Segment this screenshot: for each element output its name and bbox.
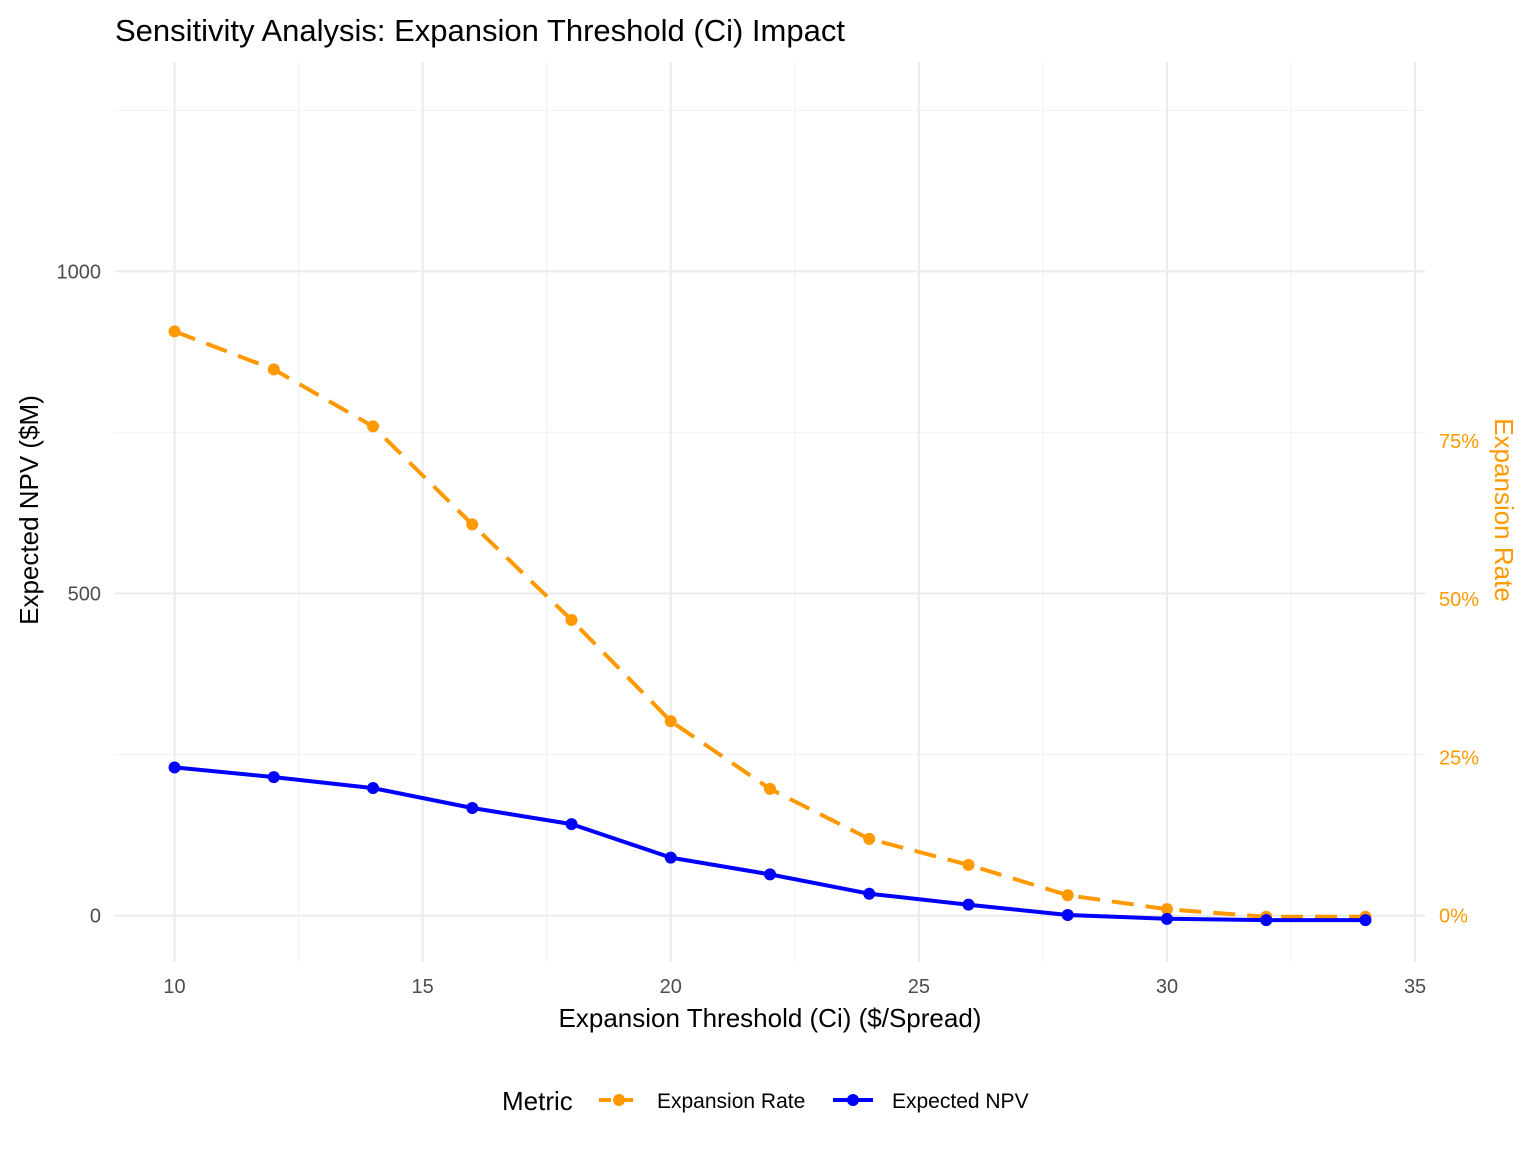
data-point-expected-npv [565,818,578,831]
series-line-expansion-rate [173,329,1366,919]
y2-axis-ticks: 0% 25% 50% 75% [1439,431,1479,928]
data-point-expected-npv [267,771,280,784]
grid-major [115,62,1425,962]
y-tick-label: 1000 [57,261,102,283]
data-point-expected-npv [962,898,975,911]
x-axis-ticks: 10 15 20 25 30 35 [163,976,1426,998]
x-axis-title: Expansion Threshold (Ci) ($/Spread) [559,1003,982,1033]
data-point-expansion-rate [1160,903,1173,916]
data-point-expansion-rate [664,715,677,728]
y-tick-label: 0 [90,906,101,928]
data-point-expected-npv [367,782,380,795]
grid-minor [115,62,1425,962]
y-axis-ticks: 0 500 1000 [57,261,102,927]
data-point-expected-npv [1260,914,1273,927]
data-point-expansion-rate [962,858,975,871]
data-point-expansion-rate [168,325,181,338]
data-point-expected-npv [1061,908,1074,921]
series-expected-npv [168,761,1372,927]
legend-key-point [613,1094,625,1106]
y2-tick-label: 75% [1439,431,1479,453]
y2-tick-label: 0% [1439,905,1468,927]
chart-title: Sensitivity Analysis: Expansion Threshol… [115,13,845,48]
x-tick-label: 25 [908,976,930,998]
data-point-expansion-rate [466,518,479,531]
data-point-expansion-rate [764,782,776,795]
data-point-expansion-rate [367,420,380,433]
series-layer [168,325,1372,927]
data-point-expansion-rate [565,613,578,626]
data-point-expected-npv [764,868,776,881]
y2-tick-label: 25% [1439,747,1479,769]
data-point-expansion-rate [863,832,876,845]
y2-axis-title: Expansion Rate [1489,418,1519,602]
x-tick-label: 10 [163,976,185,998]
data-point-expected-npv [863,887,876,900]
data-point-expansion-rate [1061,889,1074,902]
data-point-expected-npv [1359,914,1372,927]
y-tick-label: 500 [68,583,101,605]
legend-label: Expansion Rate [657,1090,805,1113]
legend-items: Expansion Rate Expected NPV [599,1090,1029,1113]
x-tick-label: 15 [412,976,434,998]
legend-item-expansion-rate: Expansion Rate [599,1090,805,1113]
data-point-expected-npv [664,851,677,864]
data-point-expected-npv [168,761,181,774]
legend-label: Expected NPV [892,1090,1029,1113]
x-tick-label: 30 [1156,976,1178,998]
data-point-expected-npv [1160,912,1173,925]
legend-title: Metric [502,1086,573,1116]
y2-tick-label: 50% [1439,589,1479,611]
series-expansion-rate [168,325,1372,923]
y-axis-title: Expected NPV ($M) [14,395,44,625]
x-tick-label: 35 [1404,976,1426,998]
legend-key-point [847,1094,859,1106]
legend: Metric Expansion Rate Expected NPV [502,1086,1029,1116]
legend-item-expected-npv: Expected NPV [833,1090,1029,1113]
data-point-expansion-rate [267,363,280,376]
data-point-expected-npv [466,802,479,815]
x-tick-label: 20 [660,976,682,998]
